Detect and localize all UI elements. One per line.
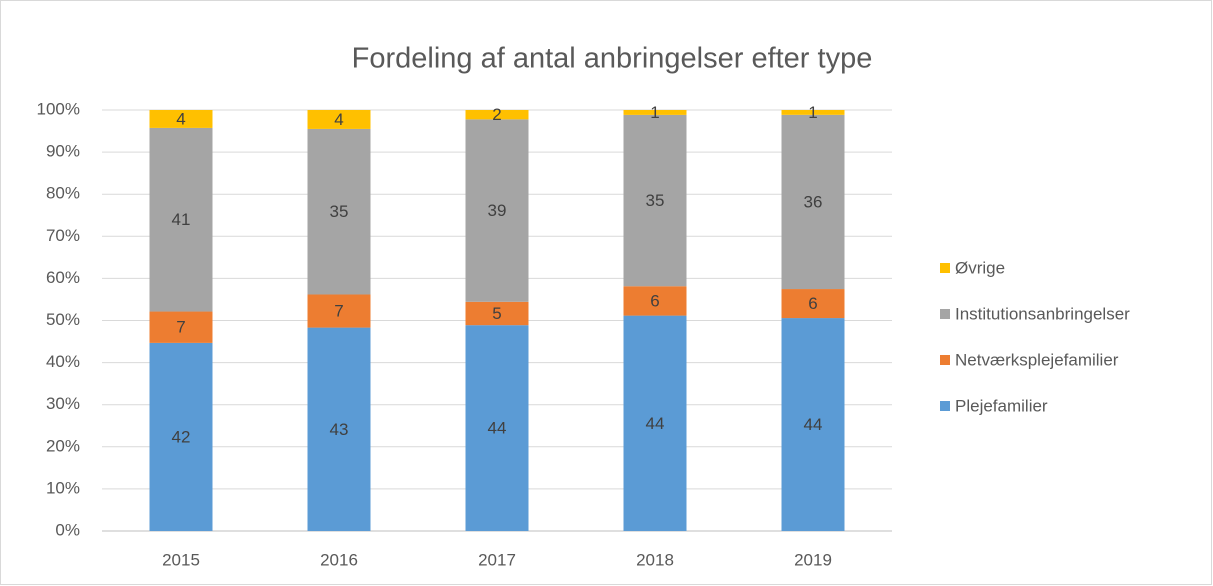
bar-segment xyxy=(781,289,845,319)
bar-segment xyxy=(307,294,371,328)
bar-segment xyxy=(623,114,687,287)
legend-swatch xyxy=(940,263,950,273)
legend-label: Øvrige xyxy=(955,258,1005,277)
bar-segment xyxy=(623,286,687,316)
bar-segment xyxy=(149,342,213,531)
data-label: 35 xyxy=(646,191,665,210)
chart-title: Fordeling af antal anbringelser efter ty… xyxy=(352,43,873,75)
data-label: 35 xyxy=(330,202,349,221)
data-label: 41 xyxy=(172,210,191,229)
y-tick-label: 90% xyxy=(46,142,80,161)
data-label: 1 xyxy=(808,103,817,122)
y-tick-label: 20% xyxy=(46,436,80,455)
x-tick-label: 2018 xyxy=(636,550,674,569)
bar-segment xyxy=(465,110,529,120)
bar-segment xyxy=(465,119,529,302)
bar-segment xyxy=(307,327,371,531)
y-tick-label: 60% xyxy=(46,268,80,287)
y-tick-label: 50% xyxy=(46,310,80,329)
data-label: 36 xyxy=(804,192,823,211)
data-label: 7 xyxy=(176,318,185,337)
data-label: 42 xyxy=(172,427,191,446)
data-label: 4 xyxy=(334,110,343,129)
legend-label: Institutionsanbringelser xyxy=(955,304,1130,323)
y-tick-label: 80% xyxy=(46,184,80,203)
legend-label: Netværksplejefamilier xyxy=(955,350,1119,369)
x-tick-label: 2016 xyxy=(320,550,358,569)
data-label: 6 xyxy=(808,294,817,313)
bar-segment xyxy=(781,318,845,531)
bar-segment xyxy=(149,127,213,312)
x-tick-label: 2015 xyxy=(162,550,200,569)
bar-segment xyxy=(307,128,371,295)
data-label: 44 xyxy=(488,419,507,438)
x-tick-label: 2017 xyxy=(478,550,516,569)
bar-segment xyxy=(307,110,371,129)
y-tick-label: 70% xyxy=(46,226,80,245)
y-tick-label: 10% xyxy=(46,478,80,497)
bar-segment xyxy=(465,301,529,326)
y-tick-label: 100% xyxy=(37,99,80,118)
data-label: 5 xyxy=(492,304,501,323)
bar-segment xyxy=(781,110,845,115)
bar-segment xyxy=(465,325,529,531)
data-label: 39 xyxy=(488,201,507,220)
data-label: 44 xyxy=(646,414,665,433)
legend-swatch xyxy=(940,355,950,365)
bar-segment xyxy=(781,114,845,290)
y-tick-label: 0% xyxy=(55,520,80,539)
bar-segment xyxy=(623,110,687,115)
legend-swatch xyxy=(940,309,950,319)
bar-segment xyxy=(623,315,687,531)
data-label: 43 xyxy=(330,420,349,439)
bar-segment xyxy=(149,311,213,343)
data-label: 6 xyxy=(650,291,659,310)
y-tick-label: 40% xyxy=(46,352,80,371)
legend-label: Plejefamilier xyxy=(955,396,1048,415)
bar-segment xyxy=(149,110,213,128)
y-tick-label: 30% xyxy=(46,394,80,413)
data-label: 44 xyxy=(804,415,823,434)
data-label: 2 xyxy=(492,105,501,124)
x-tick-label: 2019 xyxy=(794,550,832,569)
data-label: 4 xyxy=(176,109,185,128)
legend-swatch xyxy=(940,401,950,411)
data-label: 7 xyxy=(334,302,343,321)
data-label: 1 xyxy=(650,103,659,122)
